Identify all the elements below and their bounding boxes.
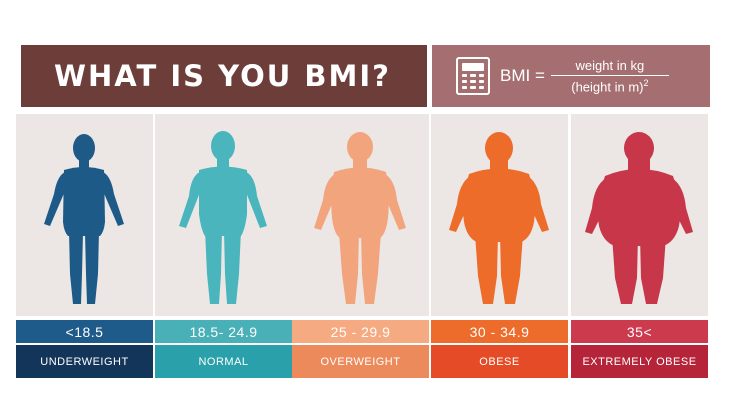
range-text: 25 - 29.9: [330, 323, 391, 340]
range-text: 30 - 34.9: [469, 323, 530, 340]
range-text: 35<: [626, 323, 653, 340]
extremely-obese-body-icon: [585, 132, 693, 304]
figure-panel-underweight: [16, 114, 153, 316]
range-text: <18.5: [65, 323, 104, 340]
formula-denominator-wrap: (height in m)2: [571, 76, 648, 94]
label-text: OVERWEIGHT: [320, 355, 401, 368]
formula-lhs: BMI =: [500, 66, 545, 85]
normal-body-icon: [179, 131, 267, 304]
calculator-icon: [456, 57, 490, 95]
label-normal: NORMAL: [155, 345, 292, 378]
formula-fraction: weight in kg (height in m)2: [550, 57, 669, 94]
formula-numerator: weight in kg: [575, 57, 645, 73]
thin-body-icon: [44, 134, 124, 304]
label-extremely-obese: EXTREMELY OBESE: [571, 345, 708, 378]
obese-body-icon: [449, 132, 549, 304]
page-title: WHAT IS YOU BMI?: [54, 59, 391, 93]
title-banner: WHAT IS YOU BMI?: [21, 45, 427, 107]
range-extremely-obese: 35<: [571, 320, 708, 343]
label-text: NORMAL: [198, 355, 249, 368]
figure-panel-extremely-obese: [571, 114, 708, 316]
label-text: OBESE: [479, 355, 520, 368]
label-overweight: OVERWEIGHT: [292, 345, 429, 378]
formula-denominator: (height in m): [571, 79, 644, 95]
figure-panel-overweight: [292, 114, 429, 316]
fraction-line: [550, 74, 669, 76]
label-underweight: UNDERWEIGHT: [16, 345, 153, 378]
label-text: EXTREMELY OBESE: [582, 355, 697, 368]
figure-panel-normal: [155, 114, 292, 316]
formula-exponent: 2: [643, 77, 649, 88]
range-underweight: <18.5: [16, 320, 153, 343]
label-obese: OBESE: [431, 345, 568, 378]
range-obese: 30 - 34.9: [431, 320, 568, 343]
overweight-body-icon: [314, 132, 406, 304]
formula-banner: BMI = weight in kg (height in m)2: [432, 45, 710, 107]
range-overweight: 25 - 29.9: [292, 320, 429, 343]
range-normal: 18.5- 24.9: [155, 320, 292, 343]
label-text: UNDERWEIGHT: [40, 355, 129, 368]
figure-panel-obese: [431, 114, 568, 316]
range-text: 18.5- 24.9: [189, 323, 258, 340]
